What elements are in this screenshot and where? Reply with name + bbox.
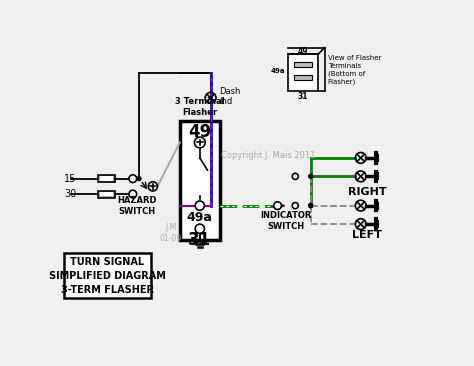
Circle shape xyxy=(292,173,298,179)
Text: 31: 31 xyxy=(298,92,308,101)
Text: J.M
01-09: J.M 01-09 xyxy=(159,223,182,243)
Bar xyxy=(100,192,113,197)
Text: Dash
Ind: Dash Ind xyxy=(219,87,240,106)
Text: INDICATOR
SWITCH: INDICATOR SWITCH xyxy=(260,211,312,231)
Circle shape xyxy=(292,202,298,209)
Text: View of Flasher
Terminals
(Bottom of
Flasher): View of Flasher Terminals (Bottom of Fla… xyxy=(328,55,381,85)
Text: 49: 49 xyxy=(188,123,211,142)
Circle shape xyxy=(129,175,137,183)
Text: 30: 30 xyxy=(64,189,76,199)
Circle shape xyxy=(309,174,313,179)
Text: LEFT: LEFT xyxy=(352,230,382,240)
Bar xyxy=(98,175,115,182)
Circle shape xyxy=(309,203,313,208)
Text: 31: 31 xyxy=(188,231,211,249)
Text: 49: 49 xyxy=(298,47,308,56)
Bar xyxy=(100,176,113,181)
Circle shape xyxy=(309,203,313,208)
Text: Copyright J. Mais 2011: Copyright J. Mais 2011 xyxy=(221,151,316,160)
Circle shape xyxy=(137,176,141,181)
Bar xyxy=(180,121,220,240)
Bar xyxy=(288,54,319,91)
Bar xyxy=(98,191,115,198)
Circle shape xyxy=(195,201,204,210)
Text: HAZARD
SWITCH: HAZARD SWITCH xyxy=(118,195,157,216)
Bar xyxy=(294,75,312,80)
Text: RIGHT: RIGHT xyxy=(347,187,386,197)
Text: 49a: 49a xyxy=(187,211,213,224)
Text: TURN SIGNAL
SIMPLIFIED DIAGRAM
3-TERM FLASHER: TURN SIGNAL SIMPLIFIED DIAGRAM 3-TERM FL… xyxy=(49,257,166,295)
Bar xyxy=(64,253,151,298)
Text: 15: 15 xyxy=(64,174,77,184)
Text: 3 Terminal
Flasher: 3 Terminal Flasher xyxy=(175,97,225,117)
Circle shape xyxy=(195,224,204,234)
Bar xyxy=(294,61,312,67)
Circle shape xyxy=(273,202,282,209)
Text: 49a: 49a xyxy=(271,68,285,74)
Circle shape xyxy=(129,190,137,198)
